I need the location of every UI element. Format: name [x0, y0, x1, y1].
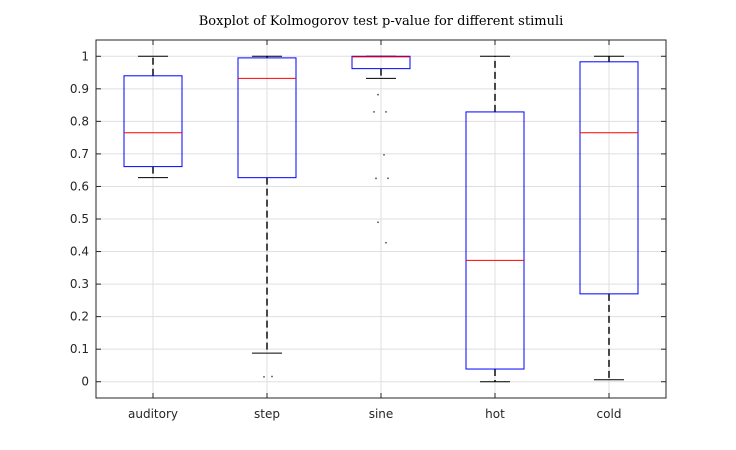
x-axis: auditory step sine hot cold: [128, 40, 621, 421]
box-cold: [579, 55, 639, 381]
y-tick-label: 0: [81, 375, 89, 389]
x-tick-label-sine: sine: [369, 407, 394, 421]
box-hot: [465, 55, 525, 383]
iqr-box: [465, 111, 525, 370]
outlier-point: [263, 375, 265, 378]
x-tick-label-hot: hot: [485, 407, 505, 421]
box-sine: [351, 55, 411, 244]
chart-title: Boxplot of Kolmogorov test p-value for d…: [199, 14, 564, 29]
boxplot-series: [123, 55, 639, 383]
y-axis: 0 0.1 0.2 0.3 0.4 0.5 0.6 0.7 0.8 0.9 1: [70, 49, 666, 389]
y-tick-label: 0.8: [70, 114, 89, 128]
iqr-box: [579, 61, 639, 295]
y-tick-label: 0.9: [70, 82, 89, 96]
outlier-point: [377, 221, 379, 224]
y-tick-label: 0.1: [70, 342, 89, 356]
y-tick-label: 0.4: [70, 245, 89, 259]
box-step: [237, 55, 297, 378]
outlier-point: [271, 375, 273, 378]
outlier-point: [375, 177, 377, 180]
iqr-box: [123, 75, 183, 168]
x-tick-label-step: step: [254, 407, 280, 421]
y-tick-label: 0.3: [70, 277, 89, 291]
y-tick-label: 0.7: [70, 147, 89, 161]
y-tick-label: 0.5: [70, 212, 89, 226]
x-tick-label-cold: cold: [597, 407, 622, 421]
y-tick-label: 0.2: [70, 310, 89, 324]
outlier-point: [385, 111, 387, 113]
box-auditory: [123, 55, 183, 179]
y-tick-label: 0.6: [70, 179, 89, 193]
iqr-box: [351, 55, 411, 70]
x-tick-label-auditory: auditory: [128, 407, 178, 421]
y-tick-label: 1: [81, 49, 89, 63]
outlier-point: [377, 93, 379, 96]
outlier-point: [383, 153, 385, 156]
iqr-box: [237, 57, 297, 179]
outlier-point: [385, 241, 387, 244]
outlier-point: [387, 177, 389, 180]
outlier-point: [373, 111, 375, 113]
